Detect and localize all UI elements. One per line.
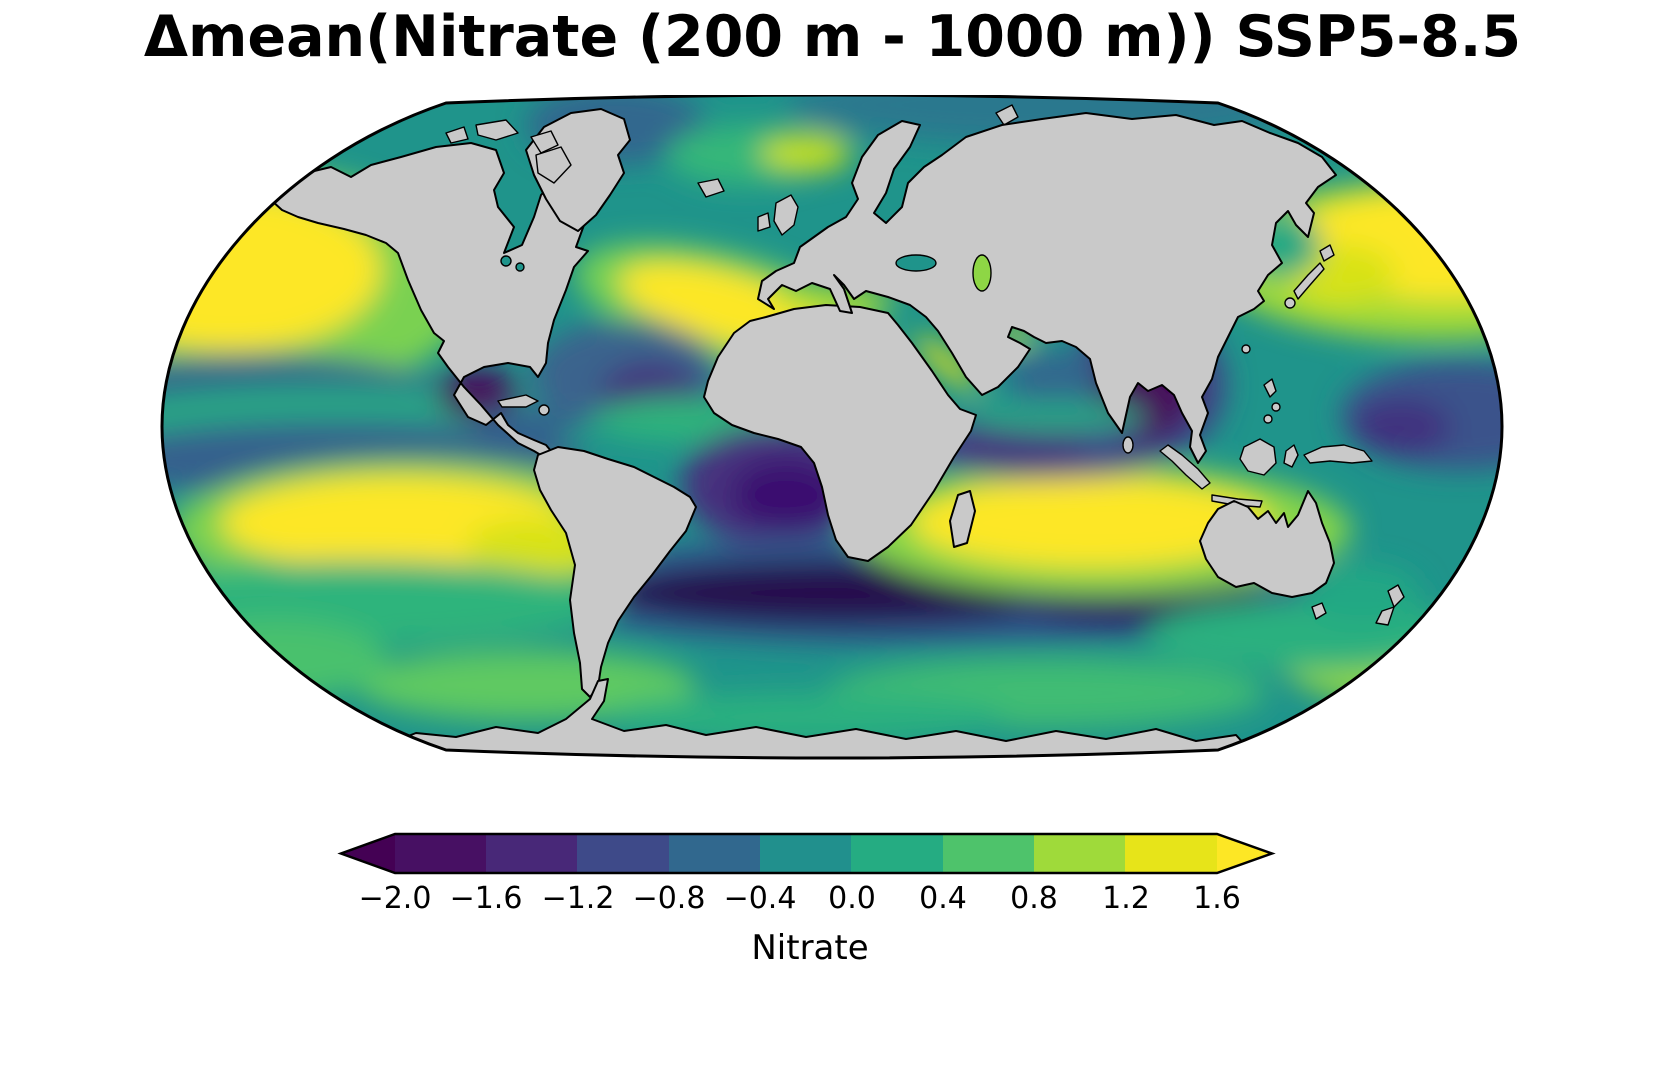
great-lakes xyxy=(515,262,525,272)
tick-label: 0.4 xyxy=(919,881,967,916)
tick-label: −1.2 xyxy=(542,881,615,916)
land-antarctica xyxy=(375,678,1257,758)
world-map xyxy=(146,95,1518,760)
land-eurasia xyxy=(757,112,1337,464)
land-africa xyxy=(703,304,977,562)
land-madagascar xyxy=(949,490,976,548)
continents xyxy=(270,104,1405,758)
figure-title: Δmean(Nitrate (200 m - 1000 m)) SSP5-8.5 xyxy=(143,4,1522,70)
great-lakes xyxy=(500,255,512,267)
colorbar-svg: −2.0 −1.6 −1.2 −0.8 −0.4 0.0 0.4 0.8 1.2… xyxy=(337,832,1276,916)
land-japan xyxy=(1284,244,1335,309)
tick-label: 1.2 xyxy=(1102,881,1150,916)
land-north-america xyxy=(270,142,589,458)
tick-label: −0.8 xyxy=(633,881,706,916)
land-arctic-islands xyxy=(445,104,1019,198)
colorbar: −2.0 −1.6 −1.2 −0.8 −0.4 0.0 0.4 0.8 1.2… xyxy=(330,822,1290,932)
tick-label: −1.6 xyxy=(450,881,523,916)
tick-label: −0.4 xyxy=(724,881,797,916)
land-nz-tasmania xyxy=(1311,584,1405,626)
tick-label: 0.0 xyxy=(828,881,876,916)
land-south-asia-islands xyxy=(1122,344,1373,508)
tick-label: 1.6 xyxy=(1193,881,1241,916)
colorbar-axis-label: Nitrate xyxy=(751,928,869,968)
black-sea xyxy=(895,254,937,272)
caspian-sea xyxy=(972,254,992,292)
map-boundary xyxy=(160,95,1504,760)
colorbar-segments xyxy=(395,834,1217,873)
colorbar-outline xyxy=(337,832,1276,875)
map-svg xyxy=(160,95,1504,760)
tick-label: 0.8 xyxy=(1010,881,1058,916)
colorbar-ticks: −2.0 −1.6 −1.2 −0.8 −0.4 0.0 0.4 0.8 1.2… xyxy=(359,881,1241,916)
land-caribbean xyxy=(497,394,550,416)
colorbar-under-arrow xyxy=(341,834,395,873)
land-south-america xyxy=(533,446,697,698)
colorbar-over-arrow xyxy=(1217,834,1272,873)
tick-label: −2.0 xyxy=(359,881,432,916)
land-british-isles xyxy=(757,194,799,236)
land-australia xyxy=(1199,490,1335,598)
